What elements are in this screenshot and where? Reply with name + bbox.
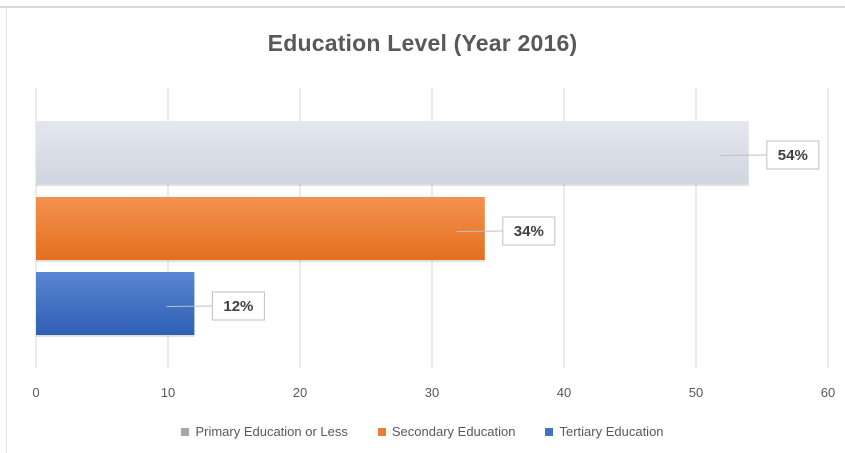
legend-swatch-primary	[181, 427, 190, 436]
callout-box-1	[502, 216, 556, 246]
legend-swatch-secondary	[377, 427, 386, 436]
bar-shadow-1	[36, 260, 485, 262]
data-label-1: 34%	[514, 223, 544, 240]
bar-shadow-0	[36, 184, 749, 186]
callout-leader-2	[166, 305, 213, 307]
x-tick-label: 60	[821, 385, 835, 400]
legend-swatch-tertiary	[545, 427, 554, 436]
callout-leader-1	[456, 230, 503, 232]
x-axis-ticks: 0 10 20 30 40 50 60	[32, 385, 835, 400]
callout-box-2	[211, 291, 265, 321]
legend-label-secondary: Secondary Education	[391, 424, 516, 439]
data-label-2: 12%	[223, 298, 253, 315]
callout-leader-0	[720, 154, 767, 156]
bar-2	[36, 272, 195, 335]
bar-1	[36, 197, 485, 260]
legend-label-primary: Primary Education or Less	[195, 424, 348, 439]
x-tick-label: 50	[689, 385, 703, 400]
callout-box-0	[766, 140, 820, 170]
legend-item-primary: Primary Education or Less	[181, 424, 348, 439]
legend-label-tertiary: Tertiary Education	[559, 424, 664, 439]
chart-frame-top	[0, 6, 845, 8]
x-tick-label: 40	[557, 385, 571, 400]
bars	[36, 121, 749, 337]
chart-frame-left	[6, 6, 7, 453]
legend: Primary Education or Less Secondary Educ…	[0, 424, 845, 439]
legend-item-secondary: Secondary Education	[377, 424, 516, 439]
x-tick-label: 30	[425, 385, 439, 400]
chart-title: Education Level (Year 2016)	[267, 30, 578, 56]
x-tick-label: 0	[32, 385, 39, 400]
data-labels: 54% 34% 12%	[166, 140, 820, 321]
data-label-0: 54%	[778, 147, 808, 164]
x-tick-label: 20	[293, 385, 307, 400]
bar-0	[36, 121, 749, 184]
x-tick-label: 10	[161, 385, 175, 400]
legend-item-tertiary: Tertiary Education	[545, 424, 664, 439]
bar-shadow-2	[36, 335, 195, 337]
